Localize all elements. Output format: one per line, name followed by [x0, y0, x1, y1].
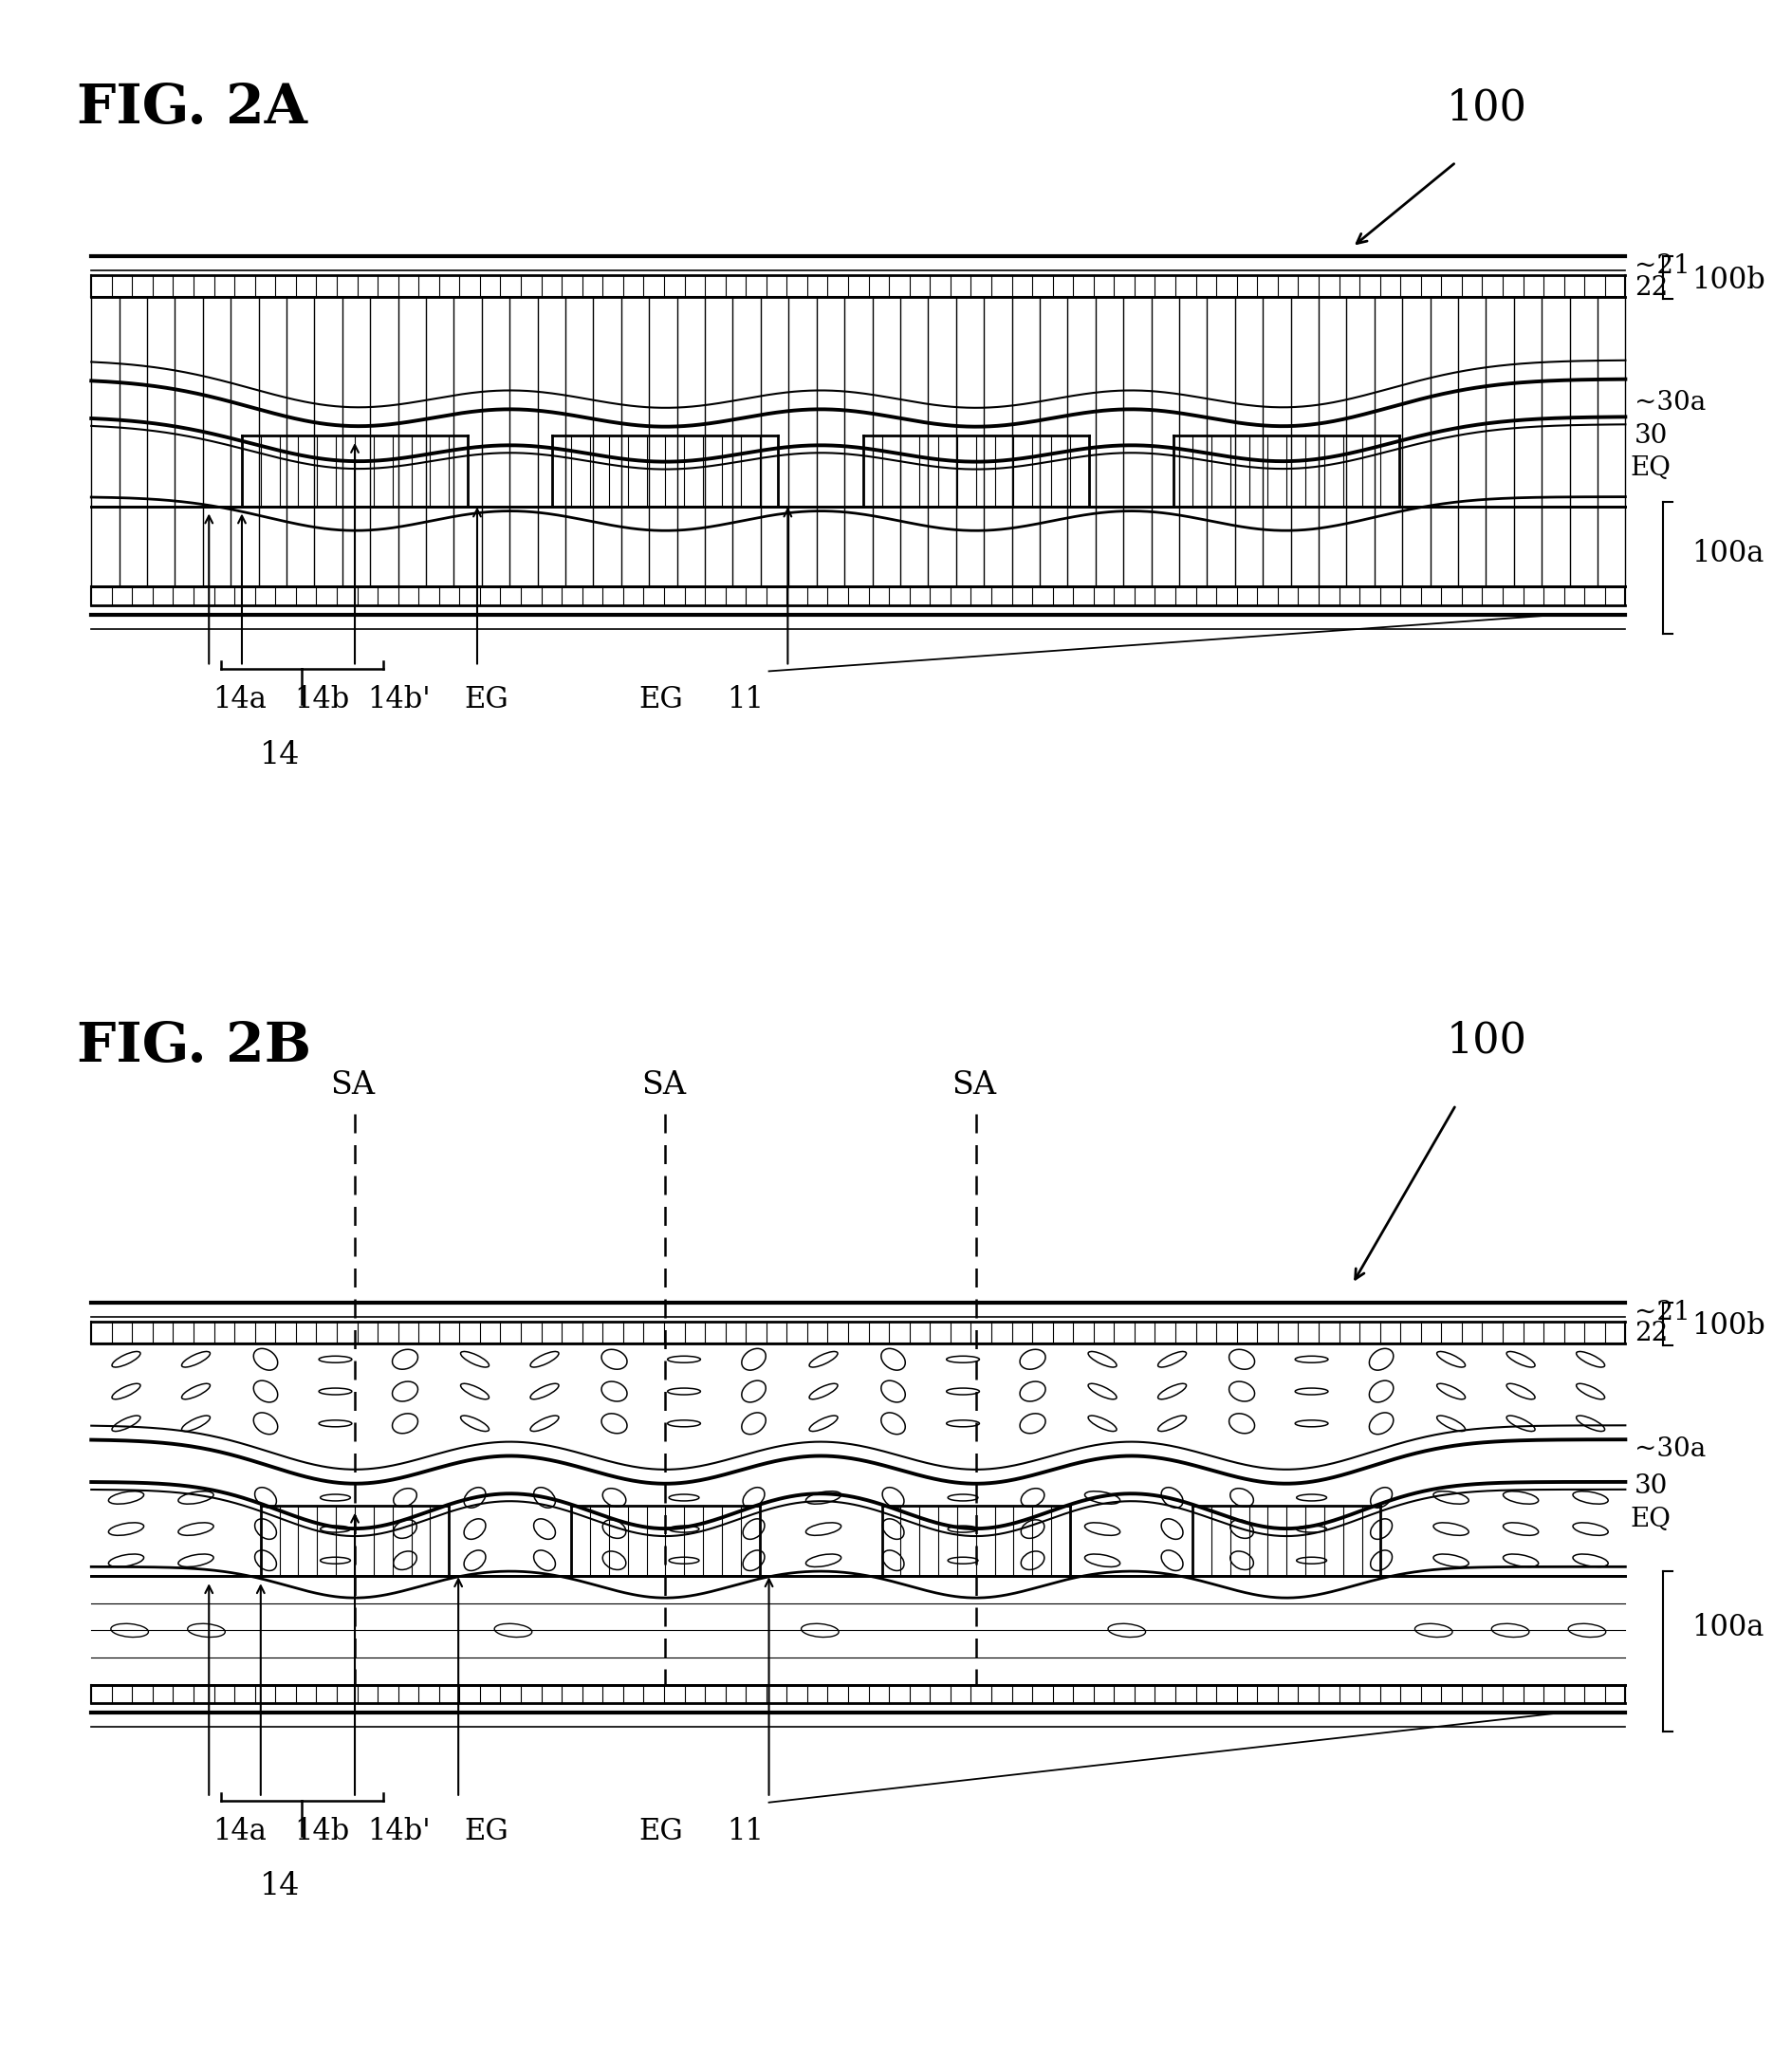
Text: ~21: ~21: [1634, 1299, 1690, 1324]
Text: EG: EG: [638, 1818, 683, 1846]
Text: EG: EG: [464, 1818, 509, 1846]
Text: 30: 30: [1634, 1474, 1668, 1499]
Text: 22: 22: [1634, 1322, 1668, 1347]
Text: 100: 100: [1446, 1020, 1527, 1061]
Text: 100a: 100a: [1692, 539, 1763, 567]
Text: ~30a: ~30a: [1634, 391, 1706, 415]
Text: ~30a: ~30a: [1634, 1435, 1706, 1462]
Text: 14: 14: [260, 1871, 299, 1902]
Text: FIG. 2B: FIG. 2B: [77, 1020, 312, 1073]
Text: 100a: 100a: [1692, 1614, 1763, 1643]
Text: EQ: EQ: [1631, 1507, 1670, 1532]
Text: 14a: 14a: [213, 1818, 267, 1846]
Text: 22: 22: [1634, 276, 1668, 300]
Text: FIG. 2A: FIG. 2A: [77, 82, 308, 136]
Text: 100b: 100b: [1692, 1312, 1765, 1341]
Text: ~21: ~21: [1634, 253, 1690, 280]
Text: EG: EG: [464, 685, 509, 715]
Text: 100: 100: [1446, 86, 1527, 127]
Text: 14b': 14b': [367, 685, 430, 715]
Text: 100b: 100b: [1692, 265, 1765, 294]
Text: EG: EG: [638, 685, 683, 715]
Text: 14b': 14b': [367, 1818, 430, 1846]
Text: SA: SA: [952, 1069, 996, 1100]
Text: SA: SA: [330, 1069, 375, 1100]
Text: 11: 11: [728, 1818, 763, 1846]
Text: 30: 30: [1634, 424, 1668, 448]
Text: EQ: EQ: [1631, 456, 1670, 481]
Text: 14a: 14a: [213, 685, 267, 715]
Text: 14b: 14b: [294, 685, 349, 715]
Text: 14b: 14b: [294, 1818, 349, 1846]
Text: 11: 11: [728, 685, 763, 715]
Text: SA: SA: [642, 1069, 686, 1100]
Text: 14: 14: [260, 740, 299, 771]
